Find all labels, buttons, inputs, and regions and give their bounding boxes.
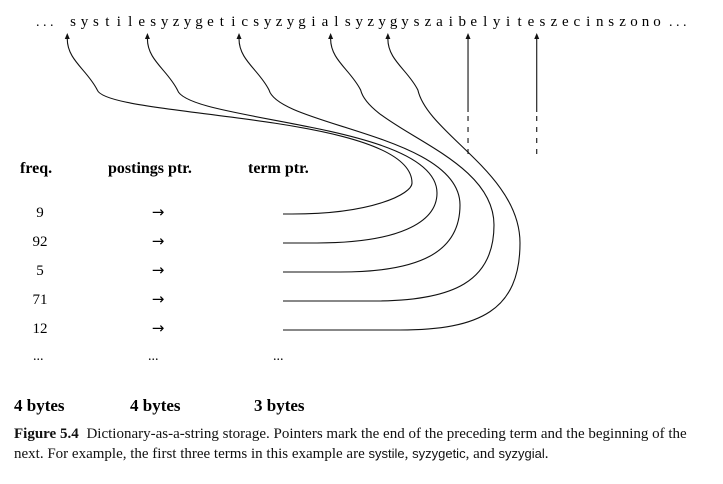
- freq-value: 92: [33, 234, 48, 250]
- string-char: y: [184, 14, 192, 30]
- postings-pointer-arrow: →: [152, 290, 165, 308]
- string-char: a: [436, 14, 443, 30]
- string-char: s: [70, 14, 76, 30]
- string-char: i: [311, 14, 315, 30]
- string-char: y: [356, 14, 364, 30]
- term-pointer-curve: [283, 38, 495, 302]
- pointer-arrowhead: [385, 33, 391, 39]
- caption-term-syzygetic: syzygetic: [412, 446, 466, 461]
- term-ptr-ellipsis: ...: [273, 349, 284, 364]
- term-pointer-curve: [238, 38, 461, 273]
- string-lead-ellipsis: . . .: [36, 15, 54, 30]
- string-char: z: [619, 14, 626, 30]
- term-ptr-header: term ptr.: [248, 160, 309, 177]
- postings-header: postings ptr.: [108, 160, 192, 177]
- string-char: a: [322, 14, 329, 30]
- string-char: y: [493, 14, 501, 30]
- string-char: t: [105, 14, 110, 30]
- term-pointer-curves: [64, 33, 521, 331]
- string-char: y: [287, 14, 295, 30]
- freq-value: 5: [36, 263, 44, 279]
- string-char: t: [517, 14, 522, 30]
- string-char: i: [586, 14, 590, 30]
- string-char: e: [562, 14, 569, 30]
- string-char: s: [345, 14, 351, 30]
- figure-caption: Figure 5.4 Dictionary-as-a-string storag…: [14, 425, 714, 464]
- pointer-arrowhead: [328, 33, 334, 39]
- caption-text: Dictionary-as-a-string storage. Pointers…: [14, 426, 687, 462]
- postings-size-label: 4 bytes: [130, 396, 181, 415]
- string-char: l: [334, 14, 338, 30]
- term-pointer-curve: [66, 38, 413, 215]
- string-char: t: [220, 14, 225, 30]
- string-char: i: [117, 14, 121, 30]
- string-char: s: [540, 14, 546, 30]
- string-char: c: [573, 14, 580, 30]
- postings-pointer-arrow: →: [152, 232, 165, 250]
- pointer-arrowhead: [64, 33, 70, 39]
- string-char: b: [459, 14, 467, 30]
- postings-pointer-arrow: →: [152, 261, 165, 279]
- string-char: e: [138, 14, 145, 30]
- string-char: y: [378, 14, 386, 30]
- freq-value: 12: [33, 321, 48, 337]
- freq-value: 9: [36, 205, 44, 221]
- postings-ellipsis: ...: [148, 349, 159, 364]
- caption-separator-1: ,: [404, 446, 409, 462]
- pointer-arrowhead: [144, 33, 150, 39]
- string-char: l: [128, 14, 132, 30]
- string-char: y: [161, 14, 169, 30]
- string-char: s: [150, 14, 156, 30]
- postings-pointer-arrow: →: [152, 203, 165, 221]
- string-char: l: [483, 14, 487, 30]
- string-char: o: [653, 14, 661, 30]
- postings-pointer-arrow: →: [152, 319, 165, 337]
- string-char: i: [506, 14, 510, 30]
- string-char: z: [173, 14, 180, 30]
- string-char: e: [528, 14, 535, 30]
- string-char: e: [207, 14, 214, 30]
- freq-value: 71: [33, 292, 48, 308]
- term-pointer-curve: [146, 38, 438, 244]
- pointer-arrowhead: [465, 33, 471, 39]
- string-char: g: [390, 14, 398, 30]
- string-char: z: [551, 14, 558, 30]
- term-pointer-curve: [283, 38, 521, 331]
- string-char: n: [596, 14, 604, 30]
- string-char: g: [195, 14, 203, 30]
- string-char: z: [276, 14, 283, 30]
- freq-size-label: 4 bytes: [14, 396, 65, 415]
- figure-label: Figure 5.4: [14, 426, 79, 442]
- caption-end: .: [544, 446, 549, 462]
- term-ptr-size-label: 3 bytes: [254, 396, 305, 415]
- freq-header: freq.: [20, 160, 52, 177]
- string-char: s: [414, 14, 420, 30]
- caption-term-systile: systile: [368, 446, 405, 461]
- string-char: i: [231, 14, 235, 30]
- string-char: s: [253, 14, 259, 30]
- string-char: y: [264, 14, 272, 30]
- pointer-arrowhead: [236, 33, 242, 39]
- string-char: s: [608, 14, 614, 30]
- string-char: y: [401, 14, 409, 30]
- string-char: o: [630, 14, 638, 30]
- pointer-arrowhead: [534, 33, 540, 39]
- freq-ellipsis: ...: [33, 349, 44, 364]
- string-char: g: [298, 14, 306, 30]
- string-char: n: [642, 14, 650, 30]
- string-char: z: [425, 14, 432, 30]
- string-char: s: [93, 14, 99, 30]
- dictionary-table-rows: 9 → 92 → 5 → 71 → 12 →: [33, 203, 165, 337]
- string-char: e: [470, 14, 477, 30]
- string-char: c: [241, 14, 248, 30]
- string-char: y: [81, 14, 89, 30]
- caption-term-syzygial: syzygial: [498, 446, 545, 461]
- string-tail-ellipsis: . . .: [669, 15, 687, 30]
- caption-separator-2: , and: [465, 446, 495, 462]
- dashed-pointer-arrows: [465, 33, 540, 160]
- string-char: i: [449, 14, 453, 30]
- string-char: z: [367, 14, 374, 30]
